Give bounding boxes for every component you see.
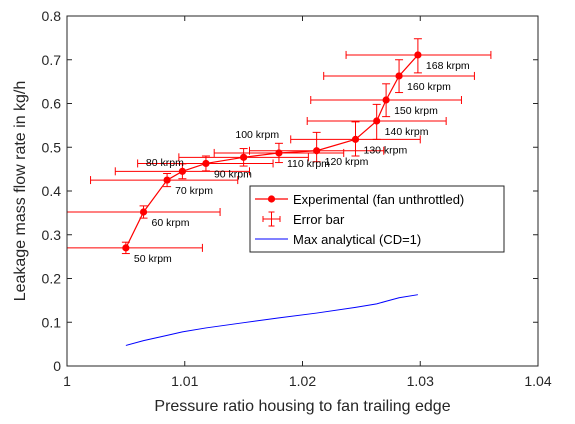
legend-marker-experimental (267, 195, 276, 203)
analytical-series (125, 294, 418, 346)
y-tick-label: 0.5 (42, 139, 62, 155)
y-tick-label: 0.2 (42, 271, 62, 287)
point-label: 140 krpm (385, 126, 429, 138)
x-tick-label: 1.01 (171, 373, 198, 389)
data-point (382, 96, 390, 104)
legend-box (249, 185, 505, 253)
data-point (139, 208, 148, 216)
point-label: 80 krpm (146, 157, 184, 169)
y-tick-label: 0.1 (42, 314, 62, 330)
point-label: 100 krpm (235, 129, 279, 141)
y-tick-label: 0.6 (42, 96, 62, 112)
point-label: 160 krpm (407, 81, 451, 93)
x-tick-label: 1.02 (289, 373, 316, 389)
y-tick-label: 0.3 (42, 227, 62, 243)
x-tick-label: 1 (63, 373, 71, 389)
data-point (373, 117, 381, 125)
point-label: 110 krpm (287, 158, 330, 170)
point-label: 168 krpm (426, 60, 470, 72)
axis-ticks: 1 1.01 1.02 1.03 1.04 0 0.1 0.2 0.3 0.4 0.5 0.6 0.7 0… (42, 8, 552, 389)
y-tick-label: 0.8 (42, 8, 62, 24)
data-point (178, 167, 186, 175)
data-point (414, 51, 422, 59)
point-label: 50 krpm (134, 253, 172, 265)
y-tick-label: 0 (53, 358, 61, 374)
point-label: 90 krpm (214, 168, 252, 180)
y-tick-label: 0.4 (42, 183, 62, 199)
data-point (163, 176, 171, 184)
point-label: 130 krpm (363, 144, 407, 156)
analytical-line (125, 294, 418, 346)
legend-label-error-bar: Error bar (293, 212, 345, 227)
data-point (202, 159, 210, 168)
data-point (313, 147, 321, 155)
legend-label-experimental: Experimental (fan unthrottled) (293, 192, 464, 207)
x-tick-label: 1.03 (407, 373, 434, 389)
data-point (122, 244, 130, 252)
legend-label-analytical: Max analytical (CD=1) (293, 232, 421, 247)
data-point (275, 149, 283, 157)
y-axis-label: Leakage mass flow rate in kg/h (12, 81, 29, 302)
legend: Experimental (fan unthrottled) Error bar… (249, 185, 505, 253)
point-label: 120 krpm (325, 156, 369, 168)
legend-item-error-bar: Error bar (262, 211, 345, 227)
x-tick-label: 1.04 (524, 373, 551, 389)
point-label: 60 krpm (152, 217, 190, 229)
legend-item-analytical: Max analytical (CD=1) (255, 232, 421, 247)
error-bars (66, 38, 492, 255)
legend-item-experimental: Experimental (fan unthrottled) (255, 192, 464, 207)
experimental-series (122, 51, 422, 252)
data-point (240, 153, 248, 161)
point-label: 70 krpm (175, 185, 213, 197)
point-label: 150 krpm (394, 105, 438, 117)
y-tick-label: 0.7 (42, 52, 62, 68)
data-point (395, 72, 403, 80)
data-point (351, 135, 360, 143)
x-axis-label: Pressure ratio housing to fan trailing e… (154, 398, 450, 415)
